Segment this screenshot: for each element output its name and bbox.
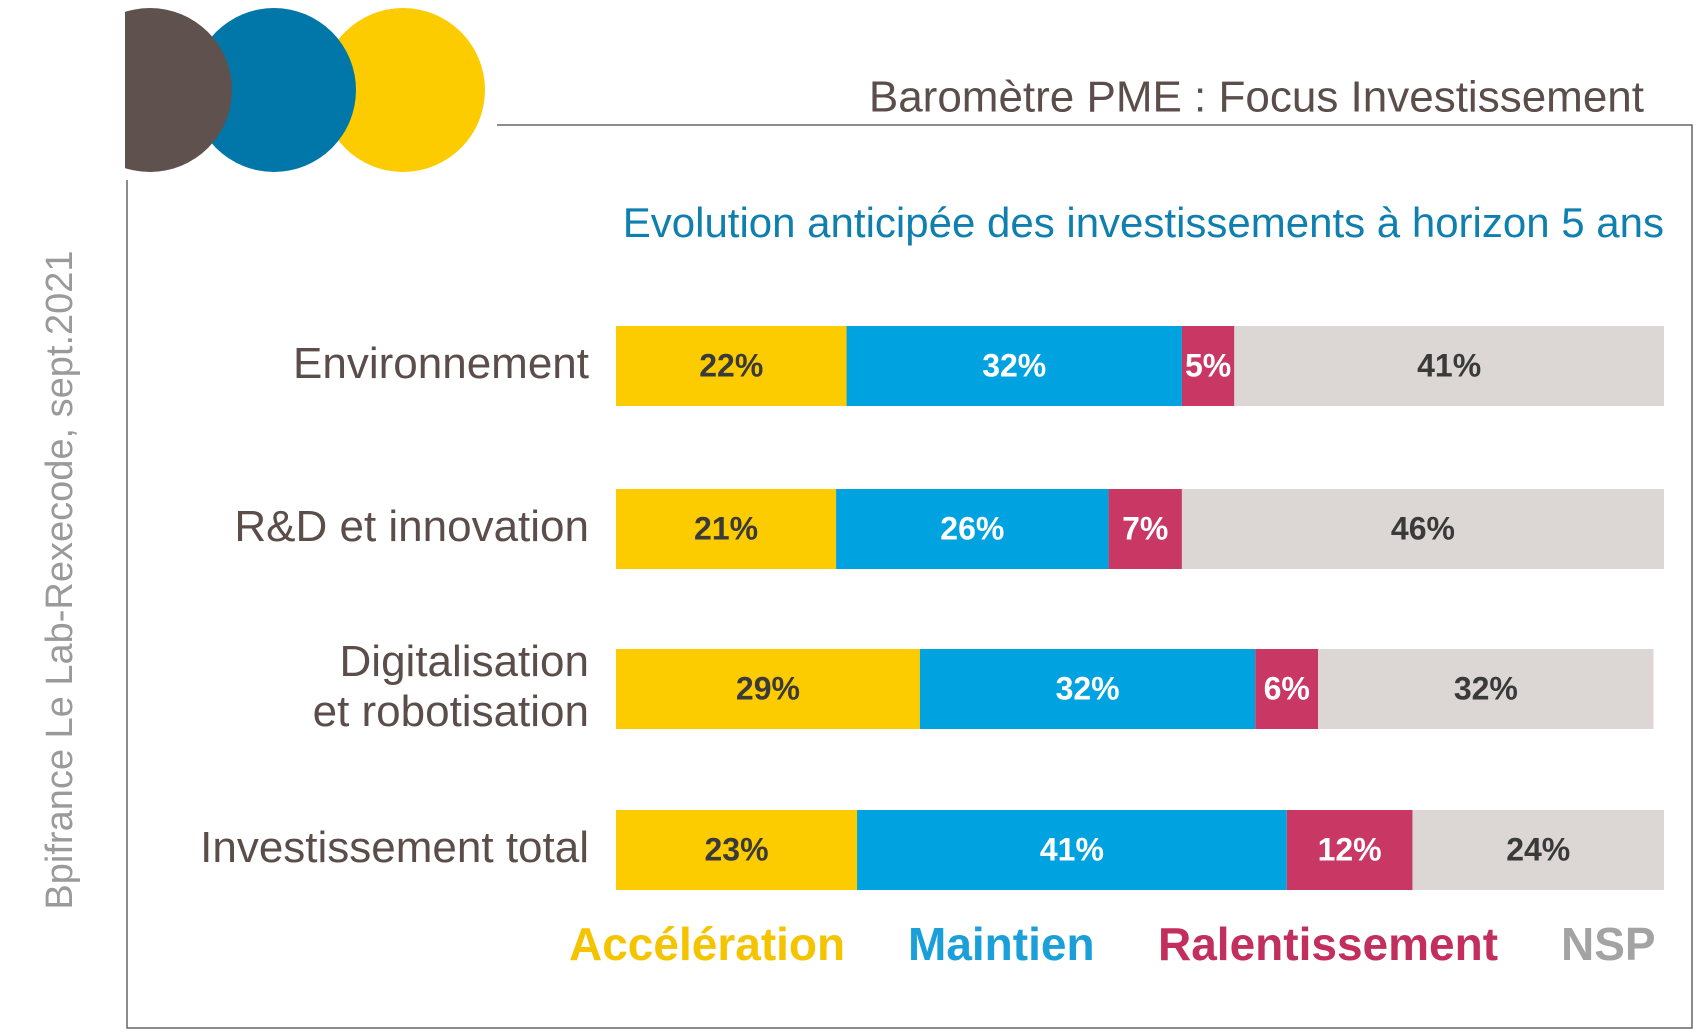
bar-segment <box>1318 649 1654 729</box>
bar-segment <box>1181 326 1235 406</box>
value-label: 41% <box>1417 347 1481 383</box>
category-label: Environnement <box>293 339 589 388</box>
value-label: 41% <box>1040 831 1104 867</box>
value-label: 7% <box>1122 510 1168 546</box>
legend-entry: Ralentissement <box>1158 918 1498 970</box>
value-label: 12% <box>1318 831 1382 867</box>
circle-brown <box>125 8 232 172</box>
header: Baromètre PME : Focus Investissement <box>869 73 1644 122</box>
bar-segment <box>846 326 1182 406</box>
bar-segment <box>616 810 858 890</box>
value-label: 24% <box>1506 831 1570 867</box>
value-label: 32% <box>1454 670 1518 706</box>
bar-segment <box>919 649 1256 729</box>
category-label: Digitalisation et robotisation <box>313 637 589 736</box>
frame <box>126 124 1693 1029</box>
bar-segment <box>616 489 837 569</box>
value-label: 23% <box>704 831 768 867</box>
bar-segment <box>836 489 1109 569</box>
source: Bpifrance Le Lab-Rexecode, sept.2021 <box>39 250 81 909</box>
category-line: Investissement total <box>200 823 589 872</box>
bar-segment <box>1234 326 1664 406</box>
bar-segment <box>616 326 847 406</box>
category-label: R&D et innovation <box>234 502 589 551</box>
value-label: 5% <box>1185 347 1231 383</box>
legend-entry: Maintien <box>908 918 1095 970</box>
category-line: Digitalisation <box>340 637 589 686</box>
value-label: 29% <box>736 670 800 706</box>
bar-segment <box>1108 489 1182 569</box>
category-line: Environnement <box>293 339 589 388</box>
legend-entry: NSP <box>1561 918 1656 970</box>
value-label: 32% <box>1056 670 1120 706</box>
value-label: 21% <box>694 510 758 546</box>
value-label: 6% <box>1264 670 1310 706</box>
bar-segment <box>1255 649 1319 729</box>
value-label: 32% <box>982 347 1046 383</box>
value-label: 26% <box>940 510 1004 546</box>
category-line: R&D et innovation <box>234 502 589 551</box>
value-label: 46% <box>1391 510 1455 546</box>
category-label: Investissement total <box>200 823 589 872</box>
bar-segment <box>1412 810 1664 890</box>
bar-segment <box>1181 489 1664 569</box>
category-line: et robotisation <box>313 687 589 736</box>
logo-circles <box>125 8 485 172</box>
circle-yellow <box>321 8 485 172</box>
value-label: 22% <box>699 347 763 383</box>
legend-entry: Accélération <box>569 918 845 970</box>
bar-segment <box>1286 810 1413 890</box>
chart-title: Evolution anticipée des investissements … <box>623 199 1664 246</box>
bar-segment <box>857 810 1287 890</box>
bar-segment <box>616 649 920 729</box>
circle-blue <box>192 8 356 172</box>
